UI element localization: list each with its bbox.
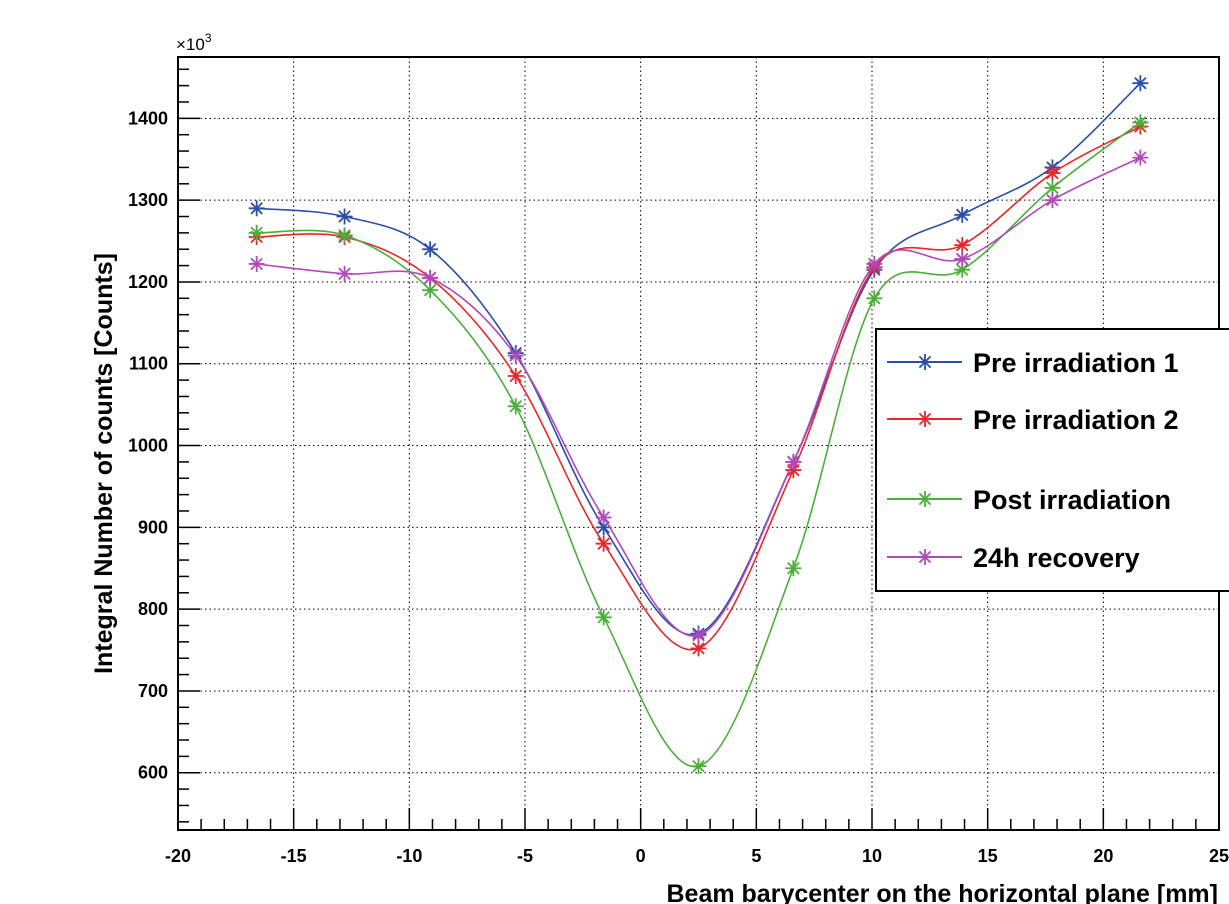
data-point bbox=[507, 347, 524, 364]
y-tick-label: 1400 bbox=[128, 108, 168, 128]
y-tick-label: 800 bbox=[138, 599, 168, 619]
data-point bbox=[785, 453, 802, 470]
data-point bbox=[336, 227, 353, 244]
x-axis: -20 -15 -10 -5 0 5 10 15 20 25 bbox=[165, 808, 1229, 866]
legend-marker bbox=[917, 491, 933, 507]
data-point bbox=[507, 368, 524, 385]
data-point bbox=[1044, 165, 1061, 182]
y-tick-label: 1200 bbox=[128, 272, 168, 292]
y-multiplier-label: ×103 bbox=[176, 31, 212, 54]
data-point bbox=[248, 200, 265, 217]
data-point bbox=[422, 241, 439, 258]
x-tick-label: -5 bbox=[517, 846, 533, 866]
x-tick-label: 15 bbox=[978, 846, 998, 866]
series-3 bbox=[248, 114, 1149, 775]
x-tick-label: 0 bbox=[636, 846, 646, 866]
data-point bbox=[866, 290, 883, 307]
legend-marker bbox=[917, 549, 933, 565]
data-point bbox=[595, 609, 612, 626]
data-point bbox=[1132, 149, 1149, 166]
legend-label: 24h recovery bbox=[973, 543, 1140, 573]
data-point bbox=[422, 269, 439, 286]
y-tick-label: 1000 bbox=[128, 436, 168, 456]
y-tick-label: 600 bbox=[138, 763, 168, 783]
legend-label: Pre irradiation 1 bbox=[973, 348, 1179, 378]
x-tick-label: 10 bbox=[862, 846, 882, 866]
data-point bbox=[954, 206, 971, 223]
legend-item: Pre irradiation 2 bbox=[887, 405, 1179, 435]
data-point bbox=[422, 282, 439, 299]
data-point bbox=[1132, 75, 1149, 92]
legend: Pre irradiation 1 Pre irradiation 2 Post i… bbox=[875, 328, 1229, 592]
y-tick-label: 1100 bbox=[129, 354, 168, 374]
data-point bbox=[1044, 192, 1061, 209]
data-point bbox=[248, 224, 265, 241]
legend-item: Pre irradiation 1 bbox=[887, 348, 1179, 378]
data-point bbox=[866, 255, 883, 272]
legend-label: Pre irradiation 2 bbox=[973, 405, 1179, 435]
data-point bbox=[248, 255, 265, 272]
data-point bbox=[595, 535, 612, 552]
y-tick-label: 700 bbox=[138, 681, 168, 701]
legend-box bbox=[875, 328, 1229, 592]
grid bbox=[178, 57, 1219, 830]
x-tick-label: 5 bbox=[751, 846, 761, 866]
data-point bbox=[595, 509, 612, 526]
data-point bbox=[336, 208, 353, 225]
data-point bbox=[336, 265, 353, 282]
x-tick-label: 20 bbox=[1093, 846, 1113, 866]
data-point bbox=[954, 237, 971, 254]
legend-marker bbox=[917, 354, 933, 370]
data-point bbox=[785, 560, 802, 577]
data-point bbox=[1132, 114, 1149, 131]
y-axis-title: Integral Number of counts [Counts] bbox=[90, 253, 118, 674]
legend-marker bbox=[917, 411, 933, 427]
data-point bbox=[954, 261, 971, 278]
legend-label: Post irradiation bbox=[973, 485, 1171, 515]
data-point bbox=[690, 627, 707, 644]
x-tick-label: 25 bbox=[1209, 846, 1229, 866]
data-point bbox=[690, 758, 707, 775]
y-tick-label: 1300 bbox=[128, 190, 168, 210]
y-tick-label: 900 bbox=[138, 517, 168, 537]
series-4 bbox=[248, 149, 1149, 644]
data-point bbox=[507, 398, 524, 415]
x-tick-label: -20 bbox=[165, 846, 191, 866]
x-axis-title: Beam barycenter on the horizontal plane … bbox=[667, 880, 1219, 904]
legend-item: 24h recovery bbox=[887, 543, 1140, 573]
data-point bbox=[954, 251, 971, 268]
series-group bbox=[248, 75, 1149, 775]
y-axis: 600 700 800 900 1000 1100 1200 1300 1400 bbox=[128, 68, 200, 823]
x-tick-label: -15 bbox=[281, 846, 307, 866]
x-tick-label: -10 bbox=[396, 846, 422, 866]
legend-item: Post irradiation bbox=[887, 485, 1171, 515]
